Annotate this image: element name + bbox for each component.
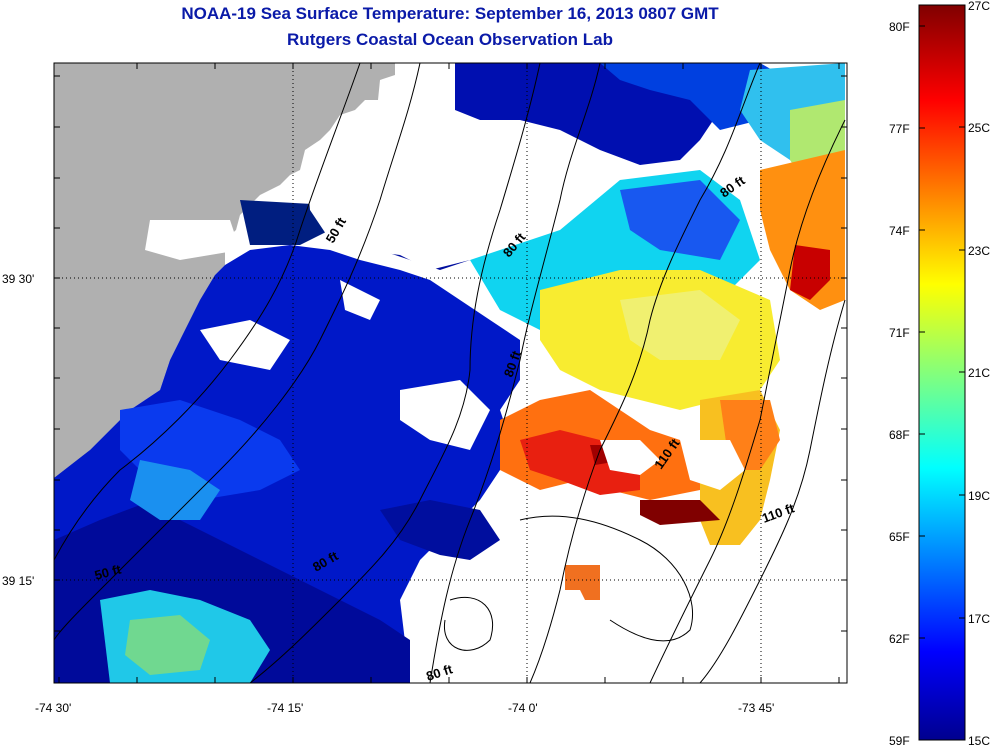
frame-ticks [54,63,847,683]
colorbar-celsius-label: 21C [968,366,990,380]
colorbar-celsius-label: 15C [968,734,990,748]
lon-label: -74 15' [267,701,303,715]
map-frame [53,62,848,684]
colorbar-gradient [918,4,966,741]
bathymetry-contours [54,63,846,683]
lat-label: 39 30' [2,272,34,286]
lon-label: -74 0' [508,701,538,715]
colorbar-fahrenheit-label: 74F [889,224,910,238]
colorbar-fahrenheit-label: 80F [889,20,910,34]
colorbar-celsius-label: 17C [968,612,990,626]
colorbar-ticks [919,4,965,741]
land-mass [54,63,395,478]
lon-label: -74 30' [35,701,71,715]
lon-label: -73 45' [738,701,774,715]
colorbar-celsius-label: 23C [968,244,990,258]
colorbar-fahrenheit-label: 77F [889,122,910,136]
colorbar-fahrenheit-label: 68F [889,428,910,442]
colorbar-celsius-label: 19C [968,489,990,503]
contour-label: 50 ft [93,561,123,583]
map-plot-area [54,63,847,683]
colorbar-fahrenheit-label: 62F [889,632,910,646]
map-subtitle: Rutgers Coastal Ocean Observation Lab [287,30,613,49]
graticule [54,63,847,683]
colorbar-fahrenheit-label: 59F [889,734,910,748]
colorbar-fahrenheit-label: 71F [889,326,910,340]
colorbar: 27C 25C 23C 21C 19C 17C 15C 80F 77F 74F … [889,0,990,748]
lat-label: 39 15' [2,574,34,588]
colorbar-celsius-label: 25C [968,121,990,135]
colorbar-celsius-label: 27C [968,0,990,13]
map-title: NOAA-19 Sea Surface Temperature: Septemb… [181,4,719,23]
colorbar-fahrenheit-label: 65F [889,530,910,544]
